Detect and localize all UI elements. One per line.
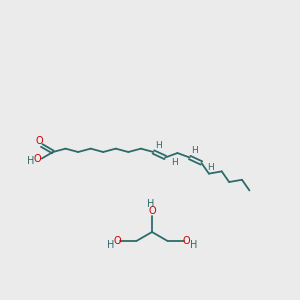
Text: O: O bbox=[36, 136, 44, 146]
Text: H: H bbox=[207, 164, 214, 172]
Text: H: H bbox=[106, 240, 114, 250]
Text: O: O bbox=[148, 206, 156, 216]
Text: O: O bbox=[34, 154, 42, 164]
Text: H: H bbox=[27, 157, 34, 166]
Text: H: H bbox=[191, 146, 198, 155]
Text: H: H bbox=[147, 199, 155, 209]
Text: H: H bbox=[155, 140, 162, 149]
Text: H: H bbox=[171, 158, 178, 167]
Text: O: O bbox=[183, 236, 190, 246]
Text: O: O bbox=[113, 236, 121, 246]
Text: H: H bbox=[190, 240, 197, 250]
